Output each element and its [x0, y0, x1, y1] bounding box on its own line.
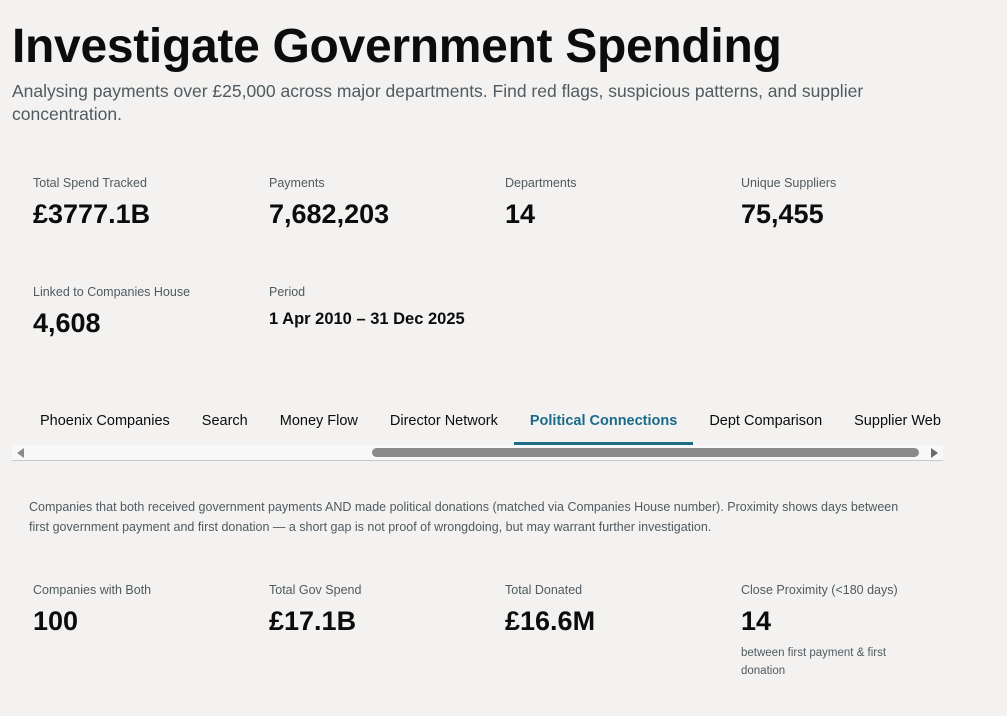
stat-value: 7,682,203: [269, 199, 390, 229]
stat-value: 4,608: [33, 308, 101, 338]
stat-value: 14: [505, 199, 536, 229]
page-title: Investigate Government Spending: [12, 20, 782, 73]
scroll-right-arrow-icon[interactable]: [931, 448, 938, 458]
stat-note: between first payment & first donation: [741, 647, 887, 677]
stat-label: Total Gov Spend: [269, 583, 362, 597]
page-subtitle: Analysing payments over £25,000 across m…: [12, 81, 864, 124]
stat-label: Close Proximity (<180 days): [741, 583, 898, 597]
stat-label: Payments: [269, 176, 325, 190]
stat-total-donated: Total Donated £16.6M: [505, 582, 725, 637]
stat-label: Period: [269, 285, 306, 299]
stat-label: Total Donated: [505, 583, 583, 597]
scrollbar-thumb[interactable]: [372, 448, 919, 457]
stat-close-proximity: Close Proximity (<180 days) 14 between f…: [741, 582, 961, 680]
stat-value: £16.6M: [505, 606, 596, 636]
stat-total-gov-spend: Total Gov Spend £17.1B: [269, 582, 489, 637]
tab-political-connections[interactable]: Political Connections: [513, 398, 694, 445]
tab-dept-comparison[interactable]: Dept Comparison: [709, 413, 823, 429]
stat-value: 1 Apr 2010 – 31 Dec 2025: [269, 310, 465, 328]
stat-suppliers: Unique Suppliers 75,455: [741, 175, 961, 230]
tab-money-flow[interactable]: Money Flow: [279, 413, 358, 429]
tab-scrollbar[interactable]: [12, 445, 943, 461]
stat-value: £3777.1B: [33, 199, 151, 229]
stat-period: Period 1 Apr 2010 – 31 Dec 2025: [269, 284, 489, 332]
stat-linked-companies-house: Linked to Companies House 4,608: [33, 284, 253, 339]
tab-supplier-web[interactable]: Supplier Web: [854, 413, 941, 429]
stat-value: 14: [741, 606, 772, 636]
tab-search[interactable]: Search: [201, 413, 248, 429]
scroll-left-arrow-icon[interactable]: [17, 448, 24, 458]
stat-label: Unique Suppliers: [741, 176, 837, 190]
stat-label: Total Spend Tracked: [33, 176, 147, 190]
tab-bar: Phoenix Companies Search Money Flow Dire…: [12, 398, 943, 445]
stat-value: 75,455: [741, 199, 824, 229]
stat-total-spend: Total Spend Tracked £3777.1B: [33, 175, 253, 230]
stat-value: £17.1B: [269, 606, 357, 636]
stat-label: Departments: [505, 176, 577, 190]
stat-departments: Departments 14: [505, 175, 725, 230]
stat-value: 100: [33, 606, 79, 636]
stat-label: Linked to Companies House: [33, 285, 191, 299]
stat-label: Companies with Both: [33, 583, 152, 597]
panel-description: Companies that both received government …: [29, 500, 899, 534]
stat-companies-with-both: Companies with Both 100: [33, 582, 253, 637]
tab-phoenix-companies[interactable]: Phoenix Companies: [40, 413, 170, 429]
stat-payments: Payments 7,682,203: [269, 175, 489, 230]
tab-director-network[interactable]: Director Network: [389, 413, 498, 429]
